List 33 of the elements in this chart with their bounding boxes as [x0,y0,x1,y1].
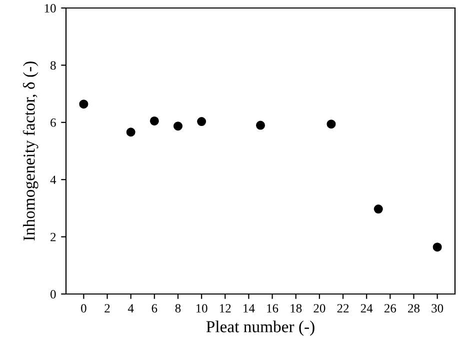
x-tick-label: 4 [128,304,134,312]
y-tick-label: 6 [50,118,56,127]
point [173,122,182,131]
x-tick-label: 24 [360,304,373,312]
point [256,120,265,130]
point [326,120,336,129]
x-tick-label: 30 [432,304,444,313]
x-tick-label: 14 [244,304,255,312]
y-axis-title: Inhomogeneity factor, δ (-) [22,62,38,241]
x-tick-label: 8 [175,304,181,313]
y-tick-label: 4 [50,176,56,184]
x-tick-label: 6 [152,304,158,313]
x-tick-label: 28 [408,304,420,313]
x-tick-label: 18 [290,304,302,313]
x-tick-label: 0 [81,304,86,313]
y-tick-label: 10 [44,4,56,12]
y-tick-label: 8 [50,61,56,70]
x-tick-label: 12 [220,304,231,312]
point [79,100,88,109]
point [197,117,206,126]
x-tick-label: 2 [104,304,110,312]
point [432,242,442,252]
point [150,116,159,126]
x-axis-title: Pleat number (-) [206,320,314,336]
x-tick-label: 16 [267,304,278,313]
x-tick-label: 26 [384,304,396,313]
x-tick-label: 22 [337,304,349,312]
y-tick-label: 0 [50,290,56,298]
x-tick-label: 10 [196,304,208,313]
point [126,128,136,137]
y-tick-label: 2 [50,232,56,242]
x-tick-label: 20 [314,304,326,313]
point [374,204,383,214]
